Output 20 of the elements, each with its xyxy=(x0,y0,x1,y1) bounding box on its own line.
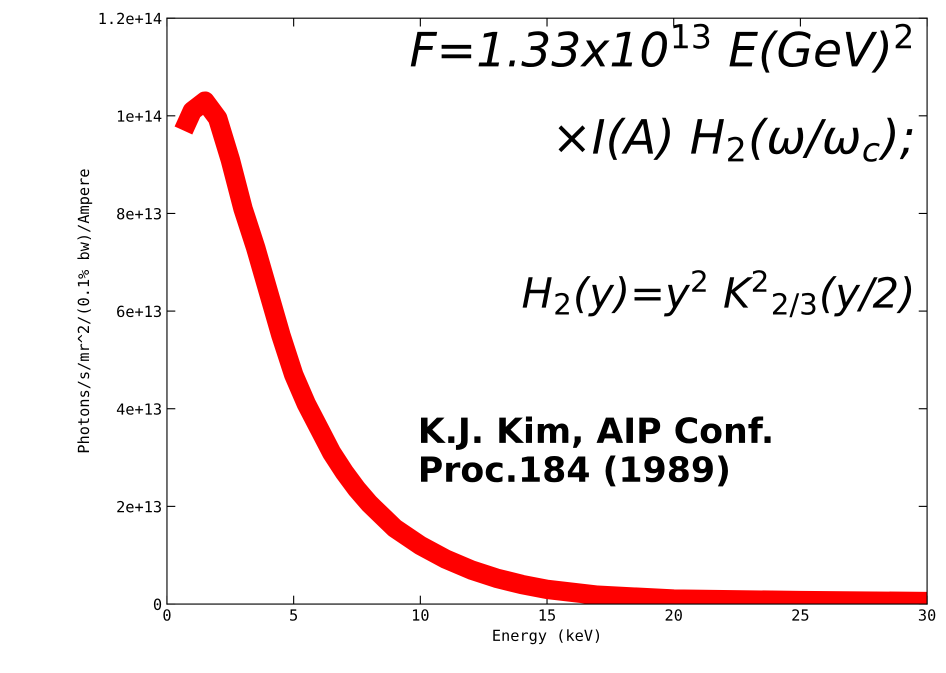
y-axis-title: Photons/s/mr^2/(0.1% bw)/Ampere xyxy=(77,169,92,452)
x-tick-label: 30 xyxy=(918,609,936,621)
y-tick-label: 8e+13 xyxy=(117,208,161,220)
annotation: K.J. Kim, AIP Conf. Proc.184 (1989) xyxy=(420,416,771,486)
y-tick-label: 4e+13 xyxy=(116,403,161,415)
y-tick-label: 6e+13 xyxy=(117,306,161,318)
y-tick-label: 1e+14 xyxy=(118,110,162,122)
x-tick-label: 10 xyxy=(412,609,429,621)
x-axis-title: Energy (keV) xyxy=(493,629,600,644)
x-tick-label: 0 xyxy=(163,609,171,621)
x-tick-label: 25 xyxy=(792,609,808,621)
y-tick-label: 0 xyxy=(154,598,162,610)
x-tick-label: 5 xyxy=(290,609,298,621)
y-tick-label: 2e+13 xyxy=(117,500,161,512)
x-tick-label: 15 xyxy=(540,609,555,621)
y-tick-label: 1.2e+14 xyxy=(100,12,162,24)
annotation: H$_{2}$(y)=y$^{2}$ K$^{2}$$_{2/3}$(y/2) xyxy=(522,270,912,318)
annotation: F=1.33x10$^{13}$ E(GeV)$^{2}$ xyxy=(410,24,911,73)
annotation: ×I(A) H$_{2}$(ω/ω$_{c}$); xyxy=(558,118,912,162)
x-tick-label: 20 xyxy=(666,609,682,621)
